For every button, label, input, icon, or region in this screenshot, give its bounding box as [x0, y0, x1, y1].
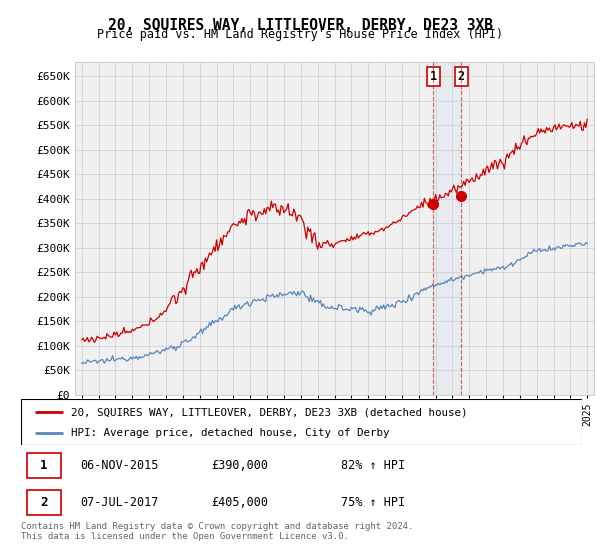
Text: 20, SQUIRES WAY, LITTLEOVER, DERBY, DE23 3XB (detached house): 20, SQUIRES WAY, LITTLEOVER, DERBY, DE23… [71, 407, 468, 417]
Text: 07-JUL-2017: 07-JUL-2017 [80, 496, 158, 509]
Bar [26, 453, 61, 478]
Text: 1: 1 [40, 459, 48, 472]
Bar [433, 62, 461, 395]
Text: 20, SQUIRES WAY, LITTLEOVER, DERBY, DE23 3XB: 20, SQUIRES WAY, LITTLEOVER, DERBY, DE23… [107, 18, 493, 33]
Text: 75% ↑ HPI: 75% ↑ HPI [341, 496, 405, 509]
Text: 82% ↑ HPI: 82% ↑ HPI [341, 459, 405, 472]
Bar [26, 490, 61, 515]
Text: £405,000: £405,000 [212, 496, 269, 509]
Text: 2: 2 [458, 70, 465, 83]
Text: HPI: Average price, detached house, City of Derby: HPI: Average price, detached house, City… [71, 428, 390, 438]
Text: Price paid vs. HM Land Registry's House Price Index (HPI): Price paid vs. HM Land Registry's House … [97, 28, 503, 41]
Text: 06-NOV-2015: 06-NOV-2015 [80, 459, 158, 472]
Text: Contains HM Land Registry data © Crown copyright and database right 2024.
This d: Contains HM Land Registry data © Crown c… [21, 522, 413, 542]
Text: 1: 1 [430, 70, 437, 83]
Text: 2: 2 [40, 496, 48, 509]
Text: £390,000: £390,000 [212, 459, 269, 472]
